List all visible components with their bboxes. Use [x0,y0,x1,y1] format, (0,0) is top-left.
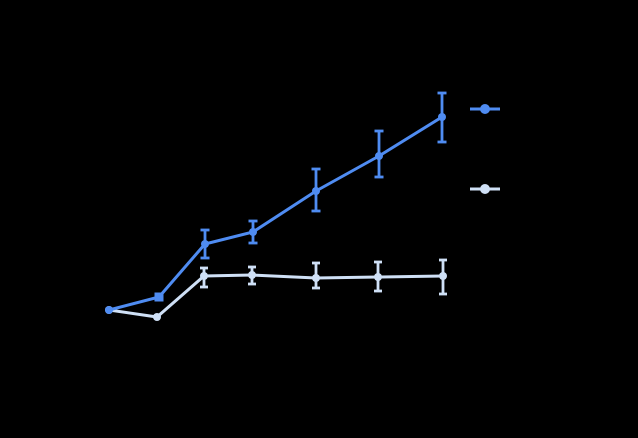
dark-blue-series-square-marker [154,292,164,302]
dark-blue-series-circle-marker [105,306,113,314]
legend [470,104,500,194]
dark-blue-series-group [105,91,447,314]
light-blue-series-circle-marker [200,272,208,280]
dark-blue-series-circle-marker [438,113,446,121]
legend-entry-dark-blue-series [470,104,500,114]
dark-blue-series-circle-marker [375,152,383,160]
dark-blue-series-circle-marker [249,228,257,236]
legend-key-marker [480,104,490,114]
dark-blue-series-circle-marker [201,240,209,248]
light-blue-series-circle-marker [153,313,161,321]
light-blue-series-circle-marker [439,272,447,280]
legend-key-marker [480,184,490,194]
legend-entry-light-blue-series [470,184,500,194]
dark-blue-series-circle-marker [312,187,320,195]
light-blue-series-circle-marker [312,274,320,282]
light-blue-series-circle-marker [374,273,382,281]
light-blue-series-circle-marker [248,271,256,279]
